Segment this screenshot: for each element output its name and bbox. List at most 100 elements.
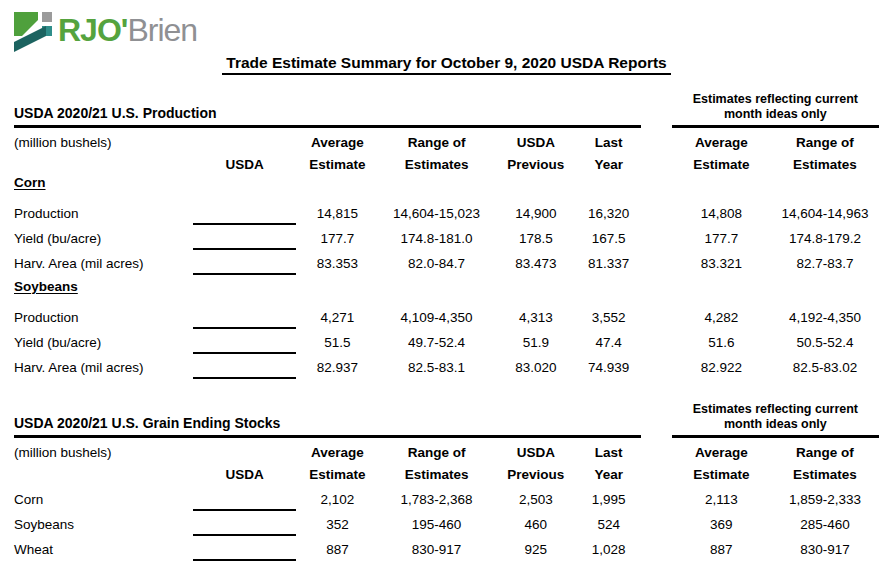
- side-note-line1: Estimates reflecting current: [672, 92, 879, 107]
- cell-cur-range-estimates: 830-917: [771, 542, 879, 557]
- row-label: Wheat: [14, 542, 193, 557]
- cell-cur-range-estimates: 82.7-83.7: [771, 256, 879, 271]
- cell-usda-previous: 460: [495, 517, 576, 532]
- col-avg-estimate: Estimate: [297, 467, 378, 482]
- table-row-corn-harv-area: Harv. Area (mil acres) 83.353 82.0-84.7 …: [14, 246, 879, 271]
- column-header-row-1: (million bushels) Average Range of USDA …: [14, 438, 879, 460]
- logo-text-green: RJO': [58, 12, 127, 48]
- col-cur-range-estimates: Range of: [771, 445, 879, 460]
- cell-cur-avg-estimate: 887: [672, 542, 771, 557]
- cell-cur-range-estimates: 14,604-14,963: [771, 206, 879, 221]
- cell-usda: [193, 228, 297, 246]
- cell-range-estimates: 82.0-84.7: [378, 256, 495, 271]
- cell-usda: [193, 307, 297, 325]
- cell-range-estimates: 195-460: [378, 517, 495, 532]
- table-row-corn-production: Production 14,815 14,604-15,023 14,900 1…: [14, 196, 879, 221]
- cell-cur-range-estimates: 174.8-179.2: [771, 231, 879, 246]
- usda-blank-line: [193, 336, 296, 354]
- row-label: Corn: [14, 492, 193, 507]
- cell-last-year: 81.337: [576, 256, 640, 271]
- row-label: Harv. Area (mil acres): [14, 360, 193, 375]
- row-label: Production: [14, 206, 193, 221]
- page-title: Trade Estimate Summary for October 9, 20…: [222, 54, 670, 75]
- cell-range-estimates: 82.5-83.1: [378, 360, 495, 375]
- section-title-ending-stocks: USDA 2020/21 U.S. Grain Ending Stocks: [14, 414, 641, 438]
- usda-blank-line: [193, 257, 296, 275]
- cell-cur-avg-estimate: 2,113: [672, 492, 771, 507]
- rjobrien-logo-icon: [14, 12, 54, 54]
- col-last-year: Last: [576, 445, 640, 460]
- logo-text-gray: Brien: [127, 12, 197, 48]
- column-header-row-2: USDA Estimate Estimates Previous Year Es…: [14, 460, 879, 482]
- cell-last-year: 167.5: [576, 231, 640, 246]
- cell-range-estimates: 49.7-52.4: [378, 335, 495, 350]
- row-label: Soybeans: [14, 517, 193, 532]
- cell-cur-range-estimates: 4,192-4,350: [771, 310, 879, 325]
- col-avg-estimate: Estimate: [297, 157, 378, 172]
- col-last-year: Year: [576, 157, 640, 172]
- col-last-year: Year: [576, 467, 640, 482]
- cell-cur-avg-estimate: 51.6: [672, 335, 771, 350]
- cell-last-year: 524: [576, 517, 640, 532]
- cell-usda-previous: 14,900: [495, 206, 576, 221]
- col-range-estimates: Range of: [378, 135, 495, 150]
- cell-cur-avg-estimate: 177.7: [672, 231, 771, 246]
- cell-cur-range-estimates: 82.5-83.02: [771, 360, 879, 375]
- usda-blank-line: [193, 311, 296, 329]
- cell-last-year: 3,552: [576, 310, 640, 325]
- col-usda-previous: Previous: [495, 157, 576, 172]
- group-name-corn: Corn: [14, 175, 879, 196]
- col-usda-previous: Previous: [495, 467, 576, 482]
- cell-avg-estimate: 177.7: [297, 231, 378, 246]
- table-row-soybeans-harv-area: Harv. Area (mil acres) 82.937 82.5-83.1 …: [14, 350, 879, 375]
- title-row: Trade Estimate Summary for October 9, 20…: [14, 54, 879, 78]
- cell-cur-avg-estimate: 14,808: [672, 206, 771, 221]
- cell-last-year: 47.4: [576, 335, 640, 350]
- col-cur-avg-estimate: Average: [672, 135, 771, 150]
- cell-usda-previous: 925: [495, 542, 576, 557]
- cell-avg-estimate: 82.937: [297, 360, 378, 375]
- cell-usda-previous: 83.020: [495, 360, 576, 375]
- side-note: Estimates reflecting current month ideas…: [672, 402, 879, 438]
- unit-label: (million bushels): [14, 135, 193, 150]
- cell-cur-range-estimates: 1,859-2,333: [771, 492, 879, 507]
- cell-range-estimates: 1,783-2,368: [378, 492, 495, 507]
- section-ending-stocks-head: USDA 2020/21 U.S. Grain Ending Stocks Es…: [14, 402, 879, 438]
- cell-cur-range-estimates: 285-460: [771, 517, 879, 532]
- section-production-head: USDA 2020/21 U.S. Production Estimates r…: [14, 92, 879, 128]
- cell-avg-estimate: 4,271: [297, 310, 378, 325]
- cell-cur-range-estimates: 50.5-52.4: [771, 335, 879, 350]
- table-row-stocks-corn: Corn 2,102 1,783-2,368 2,503 1,995 2,113…: [14, 482, 879, 507]
- logo: RJO'Brien: [14, 10, 879, 54]
- row-label: Harv. Area (mil acres): [14, 256, 193, 271]
- section-production: USDA 2020/21 U.S. Production Estimates r…: [14, 92, 879, 375]
- cell-usda-previous: 83.473: [495, 256, 576, 271]
- column-header-row-1: (million bushels) Average Range of USDA …: [14, 128, 879, 150]
- usda-blank-line: [193, 361, 296, 379]
- cell-avg-estimate: 83.353: [297, 256, 378, 271]
- table-row-soybeans-production: Production 4,271 4,109-4,350 4,313 3,552…: [14, 300, 879, 325]
- side-note-line1: Estimates reflecting current: [672, 402, 879, 417]
- cell-usda: [193, 357, 297, 375]
- column-header-row-2: USDA Estimate Estimates Previous Year Es…: [14, 150, 879, 172]
- col-usda-previous: USDA: [495, 135, 576, 150]
- col-usda: USDA: [193, 157, 297, 172]
- cell-usda-previous: 2,503: [495, 492, 576, 507]
- cell-usda: [193, 514, 297, 532]
- cell-cur-avg-estimate: 369: [672, 517, 771, 532]
- cell-range-estimates: 4,109-4,350: [378, 310, 495, 325]
- row-label: Production: [14, 310, 193, 325]
- col-cur-range-estimates: Estimates: [771, 157, 879, 172]
- usda-blank-line: [193, 518, 296, 536]
- cell-usda-previous: 178.5: [495, 231, 576, 246]
- row-label: Yield (bu/acre): [14, 231, 193, 246]
- cell-last-year: 1,995: [576, 492, 640, 507]
- col-cur-range-estimates: Estimates: [771, 467, 879, 482]
- cell-avg-estimate: 2,102: [297, 492, 378, 507]
- cell-last-year: 16,320: [576, 206, 640, 221]
- cell-usda-previous: 4,313: [495, 310, 576, 325]
- cell-avg-estimate: 14,815: [297, 206, 378, 221]
- cell-usda: [193, 203, 297, 221]
- cell-avg-estimate: 352: [297, 517, 378, 532]
- cell-usda-previous: 51.9: [495, 335, 576, 350]
